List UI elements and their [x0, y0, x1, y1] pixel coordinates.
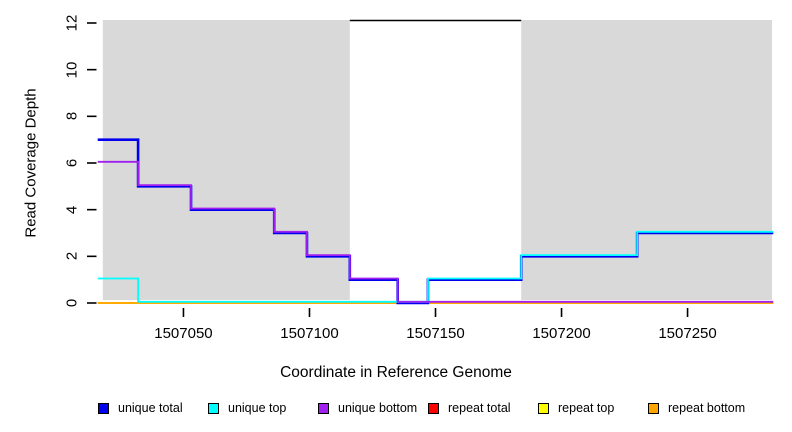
legend-label: repeat top — [558, 401, 615, 415]
legend-item-unique-bottom: unique bottom — [318, 398, 417, 418]
y-tick-label: 12 — [63, 14, 81, 32]
legend-label: unique top — [228, 401, 287, 415]
legend-swatch-icon — [318, 402, 329, 414]
legend-label: repeat total — [448, 401, 511, 415]
y-tick-label: 6 — [63, 158, 81, 168]
y-tick-label: 0 — [63, 298, 81, 308]
y-tick-label: 4 — [63, 205, 81, 214]
y-tick-label: 10 — [63, 61, 81, 78]
legend: unique total unique top unique bottom repea… — [0, 398, 792, 422]
legend-swatch-icon — [208, 402, 219, 414]
y-axis-title: Read Coverage Depth — [22, 88, 40, 238]
x-tick-label: 1507150 — [406, 325, 465, 342]
legend-item-repeat-top: repeat top — [538, 398, 614, 418]
legend-item-repeat-bottom: repeat bottom — [648, 398, 745, 418]
x-axis-title: Coordinate in Reference Genome — [280, 364, 512, 381]
x-tick-label: 1507100 — [280, 325, 339, 342]
legend-swatch-icon — [648, 402, 659, 414]
legend-swatch-icon — [538, 402, 549, 414]
legend-label: unique total — [118, 401, 183, 415]
legend-item-unique-top: unique top — [208, 398, 286, 418]
x-tick-label: 1507200 — [532, 325, 591, 342]
legend-item-repeat-total: repeat total — [428, 398, 511, 418]
repeat-region-rect — [521, 20, 772, 300]
y-tick-label: 2 — [63, 252, 81, 261]
legend-label: repeat bottom — [668, 401, 746, 415]
legend-item-unique-total: unique total — [98, 398, 183, 418]
x-tick-label: 1507250 — [658, 325, 717, 342]
series-unique-top — [97, 230, 774, 303]
series-unique-bottom — [97, 160, 774, 303]
x-tick-label: 1507050 — [154, 325, 213, 342]
repeat-region-rect — [102, 20, 350, 300]
y-tick-label: 8 — [63, 112, 81, 121]
legend-swatch-icon — [428, 402, 439, 414]
legend-label: unique bottom — [338, 401, 418, 415]
legend-swatch-icon — [98, 402, 109, 414]
